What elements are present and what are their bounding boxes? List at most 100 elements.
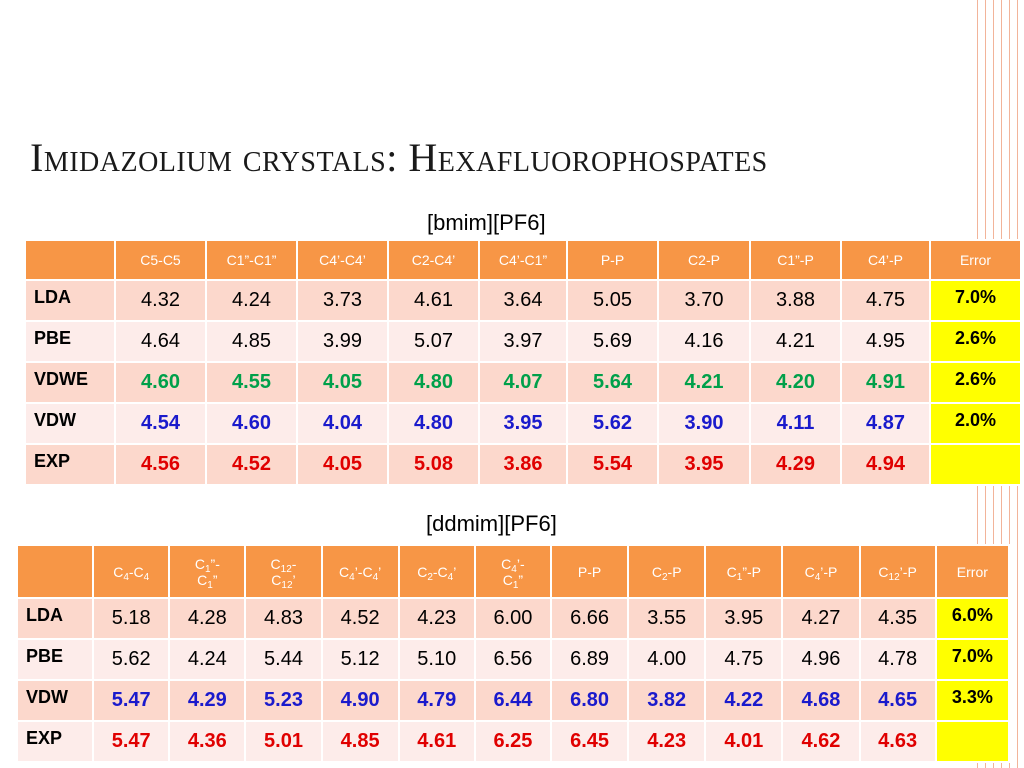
value-cell: 3.95 xyxy=(657,443,751,486)
value-cell: 4.56 xyxy=(114,443,207,486)
row-label: PBE xyxy=(24,320,116,363)
value-cell: 5.62 xyxy=(92,638,171,681)
ddmim-table: C4-C4 C1”- C1” C12- C12’ C4’-C4’ C2-C4’ C4’- C1”… xyxy=(15,544,1011,763)
value-cell: 4.83 xyxy=(244,597,323,640)
value-cell: 5.08 xyxy=(387,443,480,486)
column-header: C4’-C4’ xyxy=(320,544,400,599)
column-header: C1”-P xyxy=(704,544,784,599)
column-header: C1”-C1” xyxy=(168,544,247,599)
row-label: VDW xyxy=(15,679,95,722)
value-cell: 5.05 xyxy=(566,279,659,322)
value-cell: 5.01 xyxy=(244,720,323,763)
value-cell: 4.75 xyxy=(840,279,931,322)
value-cell: 4.28 xyxy=(168,597,247,640)
value-cell: 3.73 xyxy=(296,279,389,322)
value-cell: 4.62 xyxy=(781,720,861,763)
value-cell: 5.47 xyxy=(92,720,171,763)
value-cell: 6.44 xyxy=(473,679,552,722)
error-cell: 3.3% xyxy=(934,679,1011,722)
column-header: Error xyxy=(934,544,1011,599)
row-label: PBE xyxy=(15,638,95,681)
value-cell: 4.75 xyxy=(704,638,784,681)
value-cell: 4.21 xyxy=(657,361,751,404)
table-row: LDA 5.18 4.28 4.83 4.52 4.23 6.00 6.66 3.55 3.95 4… xyxy=(15,597,1011,640)
value-cell: 6.80 xyxy=(549,679,630,722)
column-header: C1”-P xyxy=(749,239,842,281)
table-row: LDA 4.32 4.24 3.73 4.61 3.64 5.05 3.70 3.88 4.75 7… xyxy=(24,279,1022,322)
value-cell: 4.20 xyxy=(749,361,842,404)
value-cell: 4.60 xyxy=(205,402,298,445)
table-row: PBE 4.64 4.85 3.99 5.07 3.97 5.69 4.16 4.21 4.95 2… xyxy=(24,320,1022,363)
value-cell: 5.10 xyxy=(397,638,476,681)
value-cell: 4.05 xyxy=(296,443,389,486)
slide-title: Imidazolium crystals: Hexafluorophospate… xyxy=(30,135,768,180)
value-cell: 4.22 xyxy=(704,679,784,722)
value-cell: 4.24 xyxy=(168,638,247,681)
error-cell: 6.0% xyxy=(934,597,1011,640)
value-cell: 4.60 xyxy=(114,361,207,404)
error-cell: 7.0% xyxy=(934,638,1011,681)
value-cell: 6.00 xyxy=(473,597,552,640)
error-cell xyxy=(929,443,1022,486)
value-cell: 4.01 xyxy=(704,720,784,763)
value-cell: 3.97 xyxy=(478,320,568,363)
column-header: Error xyxy=(929,239,1022,281)
table-row: PBE 5.62 4.24 5.44 5.12 5.10 6.56 6.89 4.00 4.75 4… xyxy=(15,638,1011,681)
header-corner-cell xyxy=(15,544,95,599)
value-cell: 4.52 xyxy=(320,597,400,640)
column-header: C2-P xyxy=(627,544,707,599)
row-label: EXP xyxy=(15,720,95,763)
table1-caption: [bmim][PF6] xyxy=(427,210,546,235)
table-row: VDWE 4.60 4.55 4.05 4.80 4.07 5.64 4.21 4.20 4.91… xyxy=(24,361,1022,404)
value-cell: 3.95 xyxy=(478,402,568,445)
value-cell: 5.44 xyxy=(244,638,323,681)
value-cell: 4.23 xyxy=(627,720,707,763)
value-cell: 4.61 xyxy=(397,720,476,763)
table-row: VDW 5.47 4.29 5.23 4.90 4.79 6.44 6.80 3.82 4.22 4… xyxy=(15,679,1011,722)
column-header: C4’-C4’ xyxy=(296,239,389,281)
column-header: C12’-P xyxy=(858,544,937,599)
value-cell: 3.95 xyxy=(704,597,784,640)
value-cell: 4.96 xyxy=(781,638,861,681)
value-cell: 3.55 xyxy=(627,597,707,640)
value-cell: 4.11 xyxy=(749,402,842,445)
value-cell: 3.99 xyxy=(296,320,389,363)
table-header-row: C5-C5 C1”-C1” C4’-C4’ C2-C4’ C4’-C1” P-P C2-P C… xyxy=(24,239,1022,281)
header-corner-cell xyxy=(24,239,116,281)
value-cell: 4.29 xyxy=(749,443,842,486)
row-label: EXP xyxy=(24,443,116,486)
value-cell: 5.69 xyxy=(566,320,659,363)
value-cell: 3.64 xyxy=(478,279,568,322)
table2-caption: [ddmim][PF6] xyxy=(426,511,557,536)
error-cell: 7.0% xyxy=(929,279,1022,322)
value-cell: 6.66 xyxy=(549,597,630,640)
row-label: VDW xyxy=(24,402,116,445)
value-cell: 4.16 xyxy=(657,320,751,363)
value-cell: 4.64 xyxy=(114,320,207,363)
value-cell: 6.56 xyxy=(473,638,552,681)
value-cell: 4.29 xyxy=(168,679,247,722)
value-cell: 4.95 xyxy=(840,320,931,363)
column-header: C4’-C1” xyxy=(473,544,552,599)
value-cell: 4.61 xyxy=(387,279,480,322)
column-header: C12- C12’ xyxy=(244,544,323,599)
column-header: C4’-P xyxy=(781,544,861,599)
error-cell xyxy=(934,720,1011,763)
value-cell: 6.25 xyxy=(473,720,552,763)
value-cell: 4.78 xyxy=(858,638,937,681)
value-cell: 4.23 xyxy=(397,597,476,640)
table-row: EXP 4.56 4.52 4.05 5.08 3.86 5.54 3.95 4.29 4.94 xyxy=(24,443,1022,486)
error-cell: 2.6% xyxy=(929,320,1022,363)
value-cell: 5.54 xyxy=(566,443,659,486)
value-cell: 4.90 xyxy=(320,679,400,722)
value-cell: 5.64 xyxy=(566,361,659,404)
column-header: C5-C5 xyxy=(114,239,207,281)
value-cell: 4.79 xyxy=(397,679,476,722)
column-header: C2-C4’ xyxy=(387,239,480,281)
value-cell: 4.21 xyxy=(749,320,842,363)
column-header: C1”-C1” xyxy=(205,239,298,281)
value-cell: 4.32 xyxy=(114,279,207,322)
value-cell: 4.36 xyxy=(168,720,247,763)
value-cell: 3.90 xyxy=(657,402,751,445)
value-cell: 4.87 xyxy=(840,402,931,445)
